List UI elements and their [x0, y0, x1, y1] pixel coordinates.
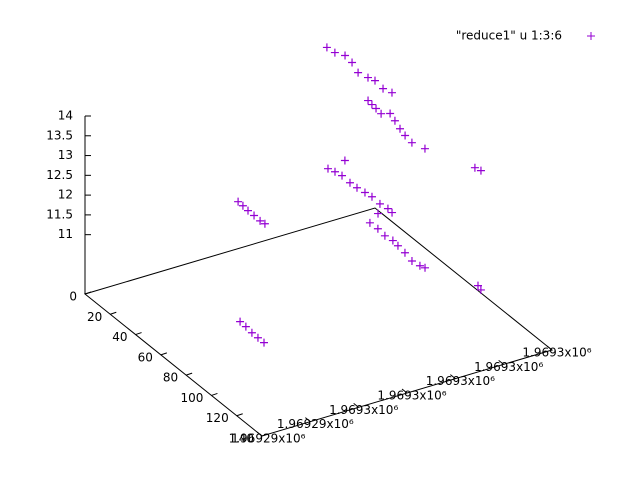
point — [364, 96, 373, 105]
point — [375, 199, 384, 208]
x-tick — [261, 433, 269, 437]
point — [407, 138, 416, 147]
y-tick-label: 1.96929x10⁶ — [277, 417, 354, 431]
y-tick-label: 1.9693x10⁶ — [474, 360, 543, 374]
point — [390, 116, 399, 125]
y-tick-label: 1.9693x10⁶ — [522, 346, 591, 360]
point — [338, 171, 347, 180]
z-tick-label: 12 — [58, 188, 73, 202]
x-tick — [160, 352, 168, 356]
point — [374, 209, 383, 218]
point — [380, 231, 389, 240]
x-tick — [211, 392, 218, 396]
point — [363, 73, 372, 82]
point — [354, 68, 363, 77]
y-tick — [450, 374, 456, 380]
x-tick-label: 40 — [112, 330, 127, 344]
point — [367, 100, 376, 109]
point — [256, 216, 265, 225]
x-tick — [185, 372, 193, 376]
point — [473, 281, 482, 290]
point — [360, 188, 369, 197]
x-tick-label: 140 — [231, 432, 254, 446]
point — [407, 256, 416, 265]
point — [387, 88, 396, 97]
point — [236, 317, 245, 326]
z-tick-label: 14 — [58, 109, 73, 123]
point — [379, 84, 388, 93]
point — [401, 131, 410, 140]
point — [476, 166, 485, 175]
point — [371, 76, 379, 85]
point — [400, 248, 409, 257]
point — [377, 109, 386, 118]
z-tick-label: 11.5 — [46, 207, 73, 221]
x-tick-label: 100 — [181, 391, 204, 405]
point — [260, 219, 269, 228]
x-tick-label: 80 — [163, 371, 178, 385]
point — [340, 156, 349, 165]
point — [234, 197, 243, 206]
base-plane — [83, 207, 554, 437]
point — [470, 163, 479, 172]
point — [383, 204, 392, 213]
point — [421, 263, 430, 272]
x-tick — [135, 332, 142, 336]
x-tick-label: 0 — [69, 290, 77, 304]
y-tick-label: 1.9693x10⁶ — [426, 374, 495, 388]
point — [415, 261, 424, 270]
point — [476, 285, 485, 294]
y-tick — [401, 388, 408, 394]
x-tick — [84, 291, 92, 295]
legend-label: "reduce1" u 1:3:6 — [456, 29, 562, 43]
point — [253, 333, 262, 342]
point — [345, 178, 354, 187]
point — [352, 183, 361, 192]
point — [323, 164, 332, 173]
y-tick — [305, 417, 311, 423]
point — [396, 124, 405, 133]
point — [373, 224, 382, 233]
point — [386, 109, 395, 118]
point — [238, 201, 247, 210]
point — [367, 192, 376, 201]
point — [247, 328, 256, 337]
point — [365, 218, 374, 227]
point — [388, 236, 397, 245]
point — [260, 338, 268, 347]
x-tick-label: 20 — [87, 310, 102, 324]
point — [244, 206, 252, 215]
point — [241, 322, 250, 331]
legend-marker — [587, 32, 595, 40]
point — [420, 144, 429, 153]
z-tick-label: 13 — [58, 148, 73, 162]
point — [250, 211, 259, 220]
point — [348, 58, 357, 67]
y-tick-label: 1.9693x10⁶ — [377, 389, 446, 403]
x-tick — [110, 311, 117, 315]
point — [322, 43, 331, 52]
x-tick — [236, 413, 243, 417]
point — [372, 104, 381, 113]
y-tick-label: 1.96929x10⁶ — [229, 432, 306, 446]
z-tick-label: 12.5 — [46, 168, 73, 182]
z-tick-label: 11 — [58, 227, 73, 241]
y-tick — [546, 345, 553, 351]
x-tick-label: 120 — [206, 411, 229, 425]
y-tick — [498, 359, 504, 365]
y-tick-label: 1.9693x10⁶ — [329, 403, 398, 417]
point — [388, 208, 397, 217]
point — [330, 48, 339, 57]
point — [393, 241, 402, 250]
point — [341, 51, 350, 60]
point — [331, 167, 339, 176]
x-tick-label: 60 — [138, 350, 153, 364]
z-tick-label: 13.5 — [46, 128, 73, 142]
y-tick — [256, 431, 263, 437]
y-tick — [353, 402, 359, 408]
